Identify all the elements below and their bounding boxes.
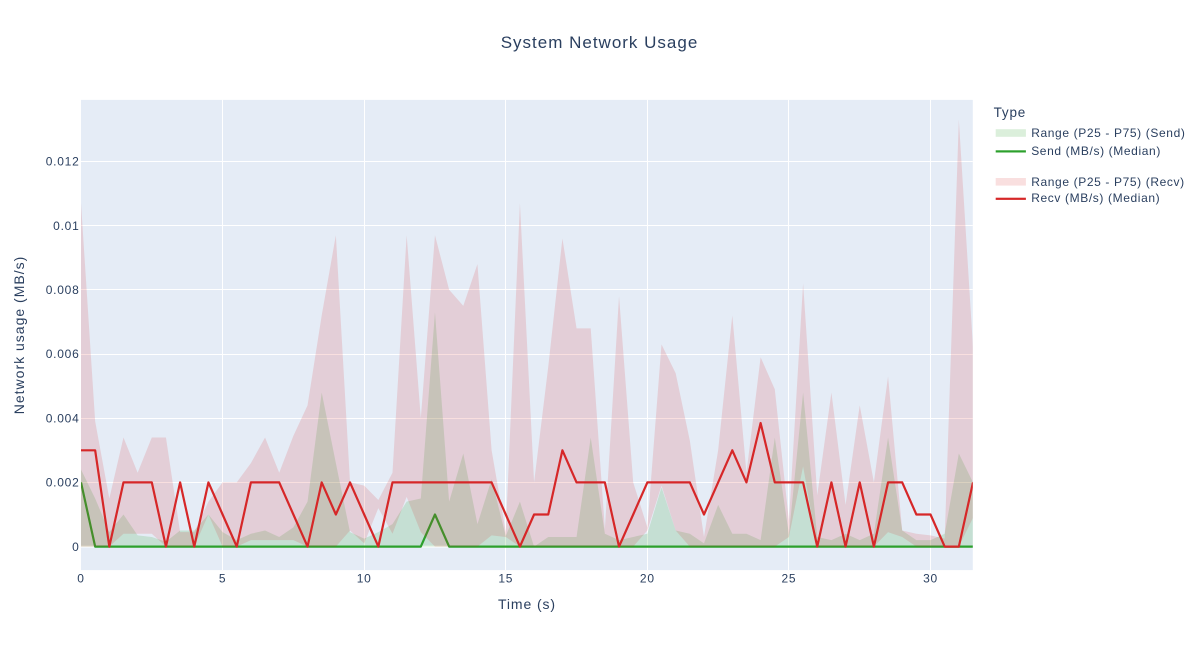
svg-text:Range (P25 - P75) (Send): Range (P25 - P75) (Send) [1031, 126, 1185, 140]
svg-text:10: 10 [357, 572, 372, 586]
svg-text:Range (P25 - P75) (Recv): Range (P25 - P75) (Recv) [1031, 175, 1185, 189]
svg-text:0: 0 [77, 572, 84, 586]
svg-text:Time (s): Time (s) [498, 596, 556, 612]
svg-text:30: 30 [923, 572, 938, 586]
svg-text:0.006: 0.006 [46, 347, 80, 361]
svg-text:Network usage (MB/s): Network usage (MB/s) [11, 256, 27, 414]
svg-text:25: 25 [782, 572, 797, 586]
svg-text:System Network Usage: System Network Usage [501, 33, 699, 52]
svg-text:20: 20 [640, 572, 655, 586]
svg-text:0.01: 0.01 [53, 219, 79, 233]
svg-text:0.002: 0.002 [46, 476, 80, 490]
svg-text:0.004: 0.004 [46, 411, 80, 425]
svg-text:5: 5 [219, 572, 226, 586]
svg-text:0.012: 0.012 [46, 155, 80, 169]
svg-text:15: 15 [498, 572, 513, 586]
svg-text:Send (MB/s) (Median): Send (MB/s) (Median) [1031, 144, 1161, 158]
svg-text:Type: Type [994, 105, 1026, 120]
svg-text:0.008: 0.008 [46, 283, 80, 297]
svg-text:Recv (MB/s) (Median): Recv (MB/s) (Median) [1031, 191, 1160, 205]
svg-text:0: 0 [72, 540, 79, 554]
